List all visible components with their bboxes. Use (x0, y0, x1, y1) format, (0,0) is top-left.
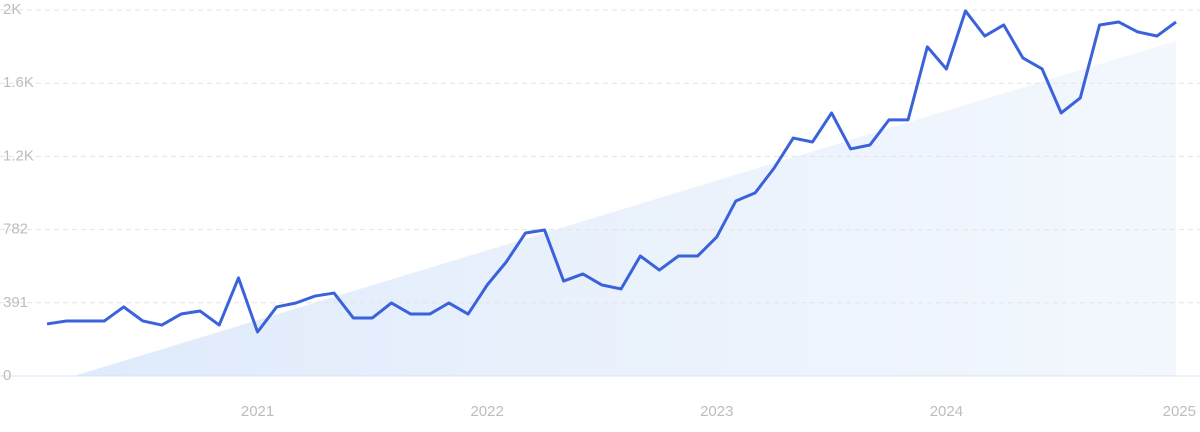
y-tick-label: 1.6K (3, 74, 34, 91)
y-tick-label: 2K (3, 1, 21, 18)
y-tick-label: 1.2K (3, 147, 34, 164)
x-tick-label: 2025 (1163, 403, 1196, 420)
y-tick-label: 391 (3, 294, 28, 311)
x-tick-label: 2024 (930, 403, 963, 420)
x-tick-label: 2021 (241, 403, 274, 420)
x-tick-label: 2023 (700, 403, 733, 420)
trend-area (73, 40, 1177, 377)
x-tick-label: 2022 (470, 403, 503, 420)
y-tick-label: 0 (3, 367, 11, 384)
y-tick-label: 782 (3, 221, 28, 238)
data-line (46, 9, 1177, 334)
